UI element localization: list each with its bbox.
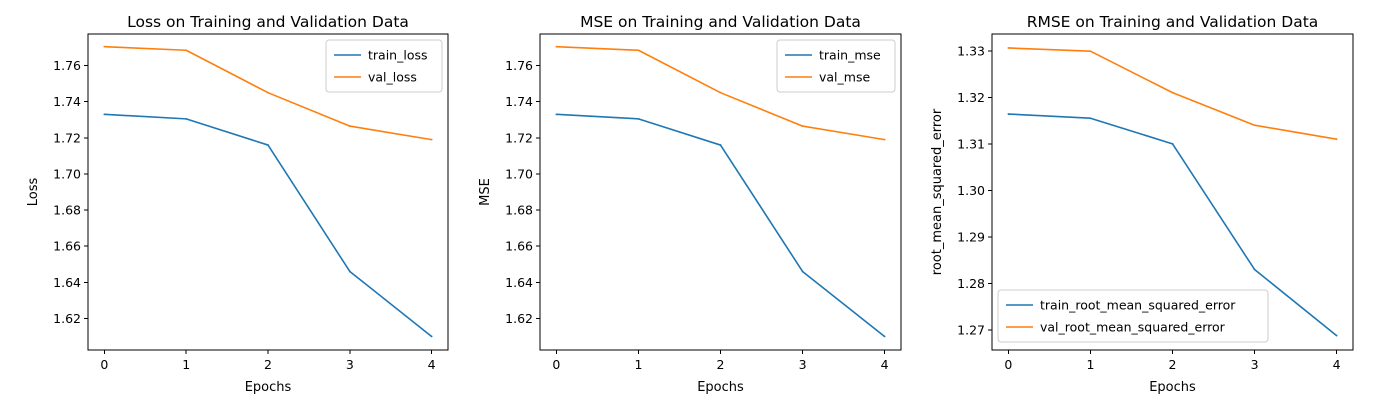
data-point-train_mse: [883, 335, 886, 338]
data-point-train_loss: [430, 335, 433, 338]
legend-label: val_loss: [368, 70, 417, 85]
y-tick-label: 1.74: [53, 94, 81, 109]
data-point-val_mse: [555, 45, 558, 48]
chart-title: RMSE on Training and Validation Data: [1027, 13, 1319, 31]
y-axis-label: root_mean_squared_error: [930, 108, 945, 275]
y-tick-label: 1.74: [505, 94, 533, 109]
x-tick-label: 1: [182, 357, 190, 372]
y-tick-label: 1.76: [505, 58, 533, 73]
x-tick-label: 1: [634, 357, 642, 372]
series-line-train_loss: [104, 113, 433, 338]
chart-title: MSE on Training and Validation Data: [580, 13, 861, 31]
chart-panel-2: MSE on Training and Validation Data 0 1 2 3 4…: [478, 13, 902, 395]
data-point-train_mse: [801, 270, 804, 273]
y-tick-label: 1.66: [53, 239, 81, 254]
x-tick-label: 3: [1251, 357, 1259, 372]
data-point-val_loss: [430, 138, 433, 141]
y-tick-label: 1.70: [505, 166, 533, 181]
data-point-val_loss: [185, 49, 188, 52]
legend-box: [776, 39, 896, 93]
legend-box: [997, 289, 1269, 343]
y-tick-label: 1.76: [53, 58, 81, 73]
x-axis-label: Epochs: [1149, 380, 1196, 395]
data-point-val_mse: [637, 49, 640, 52]
data-point-train_loss: [103, 113, 106, 116]
data-point-val_loss: [348, 125, 351, 127]
y-axis-label: MSE: [478, 178, 493, 206]
data-point-val_root_mean_squared_error: [1007, 47, 1010, 49]
x-tick-label: 4: [428, 357, 436, 372]
data-point-val_mse: [719, 91, 722, 94]
y-tick-label: 1.68: [505, 203, 533, 218]
legend-label: val_mse: [819, 70, 870, 85]
x-tick-label: 0: [552, 357, 560, 372]
data-point-val_loss: [103, 45, 106, 48]
chart-panel-1: Loss on Training and Validation Data 0 1 2 3…: [26, 13, 449, 395]
x-tick-label: 3: [346, 357, 354, 372]
x-tick-label: 1: [1086, 357, 1094, 372]
y-tick-label: 1.64: [53, 275, 81, 290]
data-point-train_loss: [348, 270, 351, 273]
data-point-val_loss: [267, 91, 269, 94]
legend-box: [325, 39, 443, 93]
data-point-train_root_mean_squared_error: [1089, 117, 1092, 120]
data-point-val_root_mean_squared_error: [1171, 91, 1174, 94]
data-point-val_root_mean_squared_error: [1089, 50, 1092, 53]
series-line-val_root_mean_squared_error: [1008, 47, 1337, 140]
legend: train_loss val_loss: [325, 39, 443, 93]
y-tick-label: 1.62: [53, 311, 81, 326]
legend-label: train_loss: [368, 48, 428, 63]
x-axis-label: Epochs: [697, 380, 744, 395]
data-point-train_loss: [185, 117, 188, 120]
legend-label: val_root_mean_squared_error: [1040, 320, 1226, 335]
data-point-train_root_mean_squared_error: [1007, 113, 1010, 115]
series-line-train_mse: [556, 113, 886, 338]
data-point-val_root_mean_squared_error: [1335, 138, 1338, 141]
x-tick-label: 2: [1169, 357, 1177, 372]
y-axis-label: Loss: [26, 178, 41, 207]
data-point-train_root_mean_squared_error: [1171, 142, 1174, 145]
x-tick-label: 0: [100, 357, 108, 372]
y-tick-label: 1.72: [505, 130, 533, 145]
legend-label: train_mse: [819, 48, 881, 63]
y-tick-label: 1.68: [53, 203, 81, 218]
y-tick-label: 1.27: [957, 322, 985, 337]
chart-panel-3: RMSE on Training and Validation Data 0 1 2 3…: [930, 13, 1354, 395]
data-point-train_mse: [719, 144, 722, 146]
y-tick-label: 1.70: [53, 166, 81, 181]
legend: train_mse val_mse: [776, 39, 896, 93]
legend-label: train_root_mean_squared_error: [1040, 298, 1236, 313]
data-point-train_mse: [555, 113, 558, 116]
data-point-val_root_mean_squared_error: [1253, 124, 1256, 127]
data-point-val_mse: [801, 125, 804, 127]
x-tick-label: 0: [1004, 357, 1012, 372]
y-tick-label: 1.31: [957, 136, 985, 151]
data-point-val_mse: [883, 138, 886, 141]
legend: train_root_mean_squared_error val_root_me…: [997, 289, 1269, 343]
x-tick-label: 4: [881, 357, 889, 372]
y-tick-label: 1.30: [957, 183, 985, 198]
x-tick-label: 3: [799, 357, 807, 372]
y-tick-label: 1.29: [957, 229, 985, 244]
y-tick-label: 1.66: [505, 239, 533, 254]
x-axis-label: Epochs: [245, 380, 292, 395]
x-tick-label: 4: [1333, 357, 1341, 372]
data-point-train_mse: [637, 117, 640, 120]
y-tick-label: 1.64: [505, 275, 533, 290]
y-tick-label: 1.33: [957, 43, 985, 58]
x-tick-label: 2: [264, 357, 272, 372]
chart-title: Loss on Training and Validation Data: [127, 13, 409, 31]
data-point-train_root_mean_squared_error: [1253, 268, 1256, 271]
y-tick-label: 1.32: [957, 90, 985, 105]
data-point-train_loss: [267, 144, 269, 146]
y-tick-label: 1.28: [957, 276, 985, 291]
y-tick-label: 1.62: [505, 311, 533, 326]
x-tick-label: 2: [717, 357, 725, 372]
y-tick-label: 1.72: [53, 130, 81, 145]
data-point-train_root_mean_squared_error: [1335, 334, 1338, 337]
